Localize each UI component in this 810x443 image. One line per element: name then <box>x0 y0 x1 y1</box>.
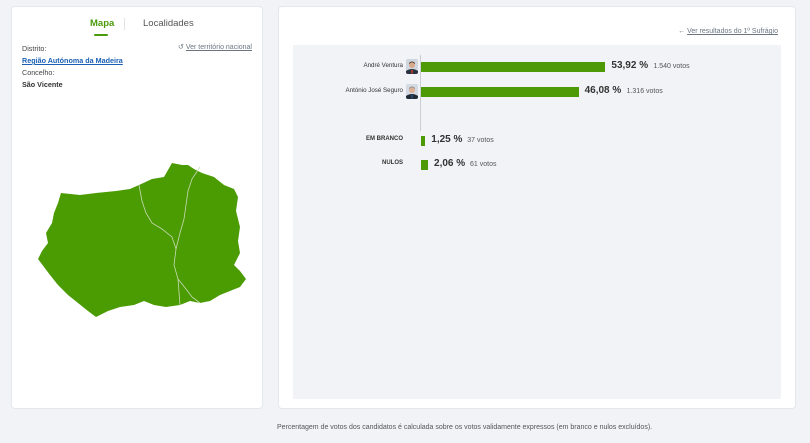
result-bar <box>421 136 426 146</box>
municipality-map[interactable] <box>34 155 246 317</box>
map-panel: Mapa Localidades Distrito: Região Autóno… <box>11 6 263 409</box>
null-votes-label: NULOS <box>382 160 403 166</box>
chart-axis-line <box>420 55 421 131</box>
result-bar <box>421 62 606 72</box>
blank-votes-label: EM BRANCO <box>366 136 403 142</box>
district-link[interactable]: Região Autónoma da Madeira <box>22 56 123 65</box>
result-bar <box>421 87 579 97</box>
results-panel: ← Ver resultados do 1º Sufrágio André Ven… <box>278 6 796 409</box>
map-parish-border <box>138 184 181 306</box>
previous-round-link-label: Ver resultados do 1º Sufrágio <box>687 28 778 35</box>
result-percent: 1,25 % <box>431 134 463 145</box>
map-parish-border <box>177 278 201 304</box>
national-territory-link-label: Ver território nacional <box>185 44 252 51</box>
national-territory-link[interactable]: ↺ Ver território nacional <box>178 43 252 51</box>
result-percent: 53,92 % <box>611 60 649 71</box>
council-label: Concelho: <box>22 68 55 77</box>
view-tabs: Mapa Localidades <box>12 18 262 40</box>
candidate-photo <box>406 59 418 74</box>
candidate-name: André Ventura <box>363 62 403 69</box>
result-votes: 1.540 votos <box>653 63 690 70</box>
result-percent: 2,06 % <box>434 158 466 169</box>
results-chart: André Ventura 53,92 % 1.540 votos Antóni… <box>293 45 781 399</box>
map-region-area[interactable] <box>38 163 246 317</box>
null-votes-row: NULOS 2,06 % 61 votos <box>293 157 781 173</box>
blank-votes-row: EM BRANCO 1,25 % 37 votos <box>293 133 781 149</box>
candidate-photo <box>406 84 418 99</box>
person-icon <box>406 59 418 74</box>
candidate-row: António José Seguro 46,08 % 1.316 votos <box>293 84 781 100</box>
footnote: Percentagem de votos dos candidatos é ca… <box>277 424 653 431</box>
district-label: Distrito: <box>22 44 47 53</box>
location-info: Distrito: Região Autónoma da Madeira Con… <box>22 43 254 91</box>
map-parish-border <box>175 166 201 250</box>
result-votes: 1.316 votos <box>626 88 663 95</box>
tab-localities[interactable]: Localidades <box>143 18 194 29</box>
result-bar <box>421 160 429 170</box>
candidate-name: António José Seguro <box>345 87 403 94</box>
candidate-row: André Ventura 53,92 % 1.540 votos <box>293 59 781 75</box>
previous-round-link[interactable]: ← Ver resultados do 1º Sufrágio <box>678 28 778 35</box>
council-value: São Vicente <box>22 80 63 89</box>
active-tab-indicator <box>94 34 108 36</box>
result-votes: 37 votos <box>467 137 494 144</box>
tab-map[interactable]: Mapa <box>90 18 115 36</box>
tab-map-label: Mapa <box>90 18 115 29</box>
tab-localities-label: Localidades <box>143 18 194 29</box>
result-votes: 61 votos <box>470 161 497 168</box>
tab-divider <box>124 18 125 30</box>
arrow-left-icon: ← <box>678 28 686 35</box>
reset-icon: ↺ <box>177 44 184 51</box>
person-icon <box>406 84 418 99</box>
result-percent: 46,08 % <box>584 85 622 96</box>
